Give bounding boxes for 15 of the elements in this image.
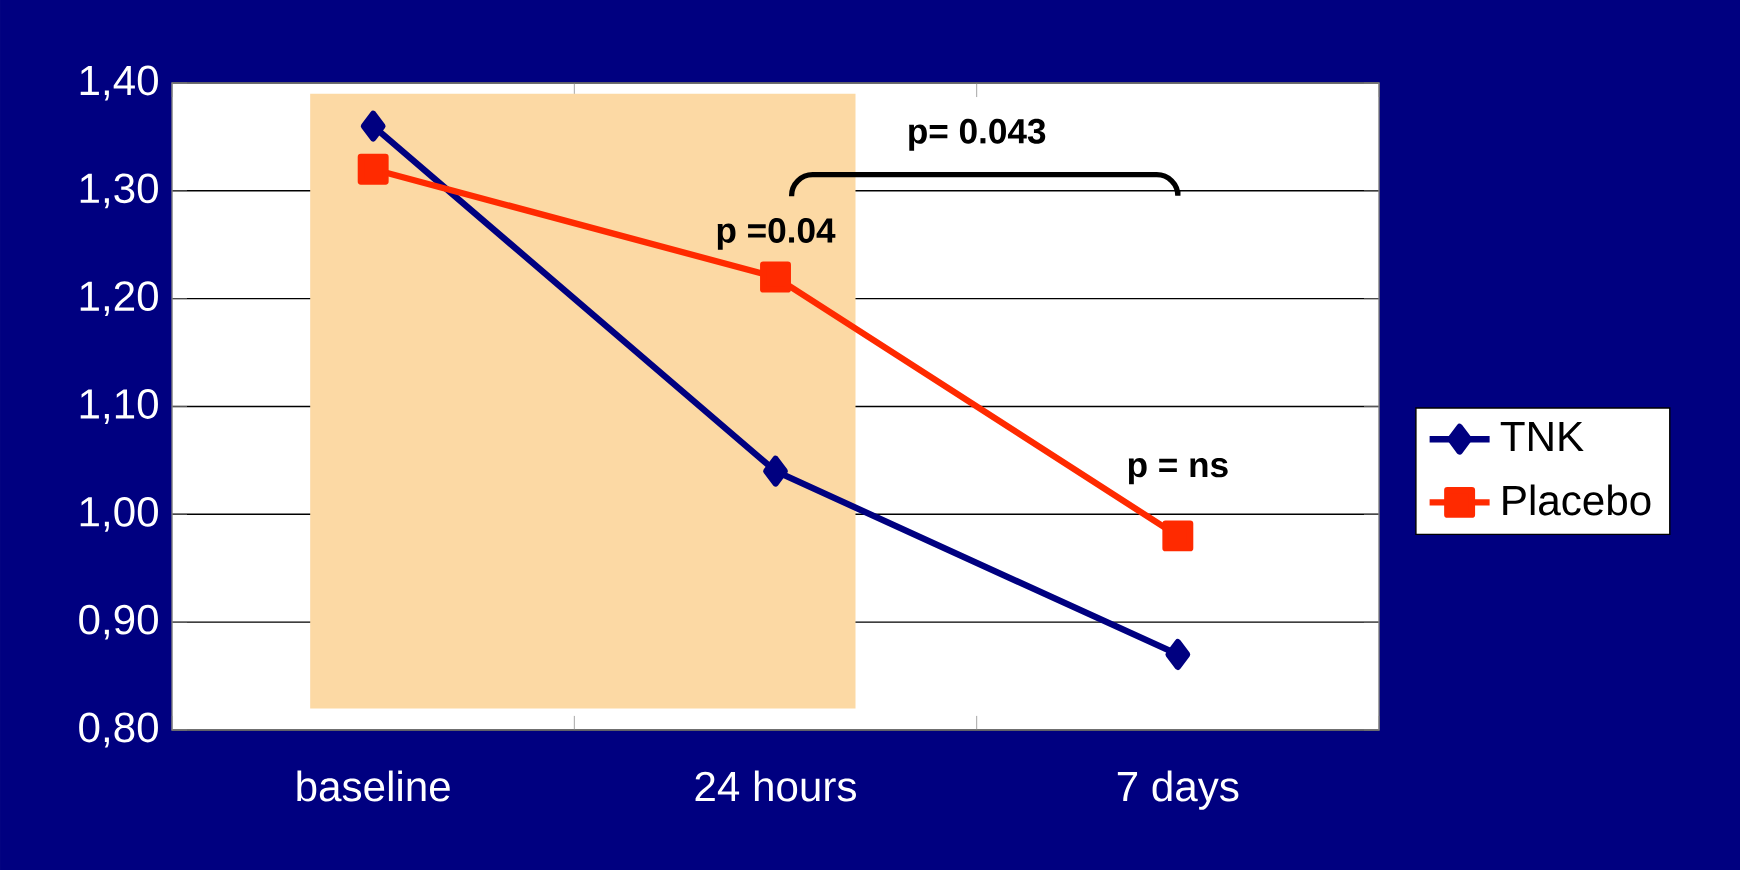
legend-label: Placebo [1503, 484, 1651, 516]
x-tick-label: baseline [297, 770, 450, 802]
y-tick-label: 1,00 [80, 496, 158, 532]
y-tick-label: 1,10 [80, 389, 158, 424]
y-tick-label: 0,90 [79, 604, 158, 640]
x-tick-label: 7 days [1117, 770, 1239, 810]
y-tick-label: 1,40 [80, 65, 158, 101]
y-tick-label: 0,80 [79, 712, 158, 748]
annotation: p = ns [1128, 458, 1228, 485]
legend-label: TNK [1500, 422, 1584, 452]
y-tick-label: 1,20 [80, 281, 158, 317]
annotation: p= 0.043 [909, 118, 1046, 151]
x-tick-label: 24 hours [695, 770, 856, 802]
annotation: p =0.04 [717, 218, 836, 250]
y-tick-label: 1,30 [80, 173, 158, 209]
